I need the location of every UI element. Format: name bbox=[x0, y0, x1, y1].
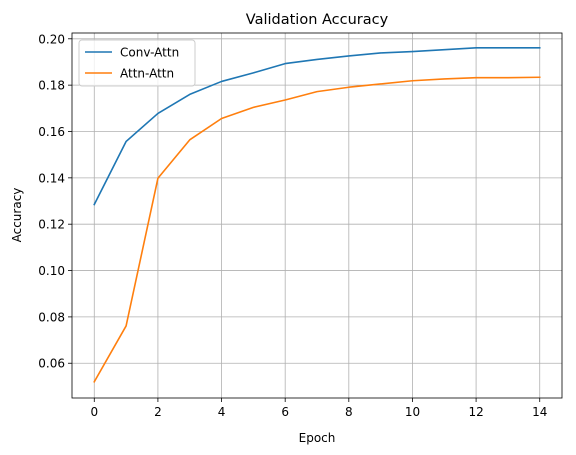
series-layer bbox=[93, 47, 541, 383]
x-tick-label: 6 bbox=[281, 405, 289, 419]
y-tick-label: 0.16 bbox=[38, 125, 65, 139]
y-tick-label: 0.20 bbox=[38, 32, 65, 46]
x-tick-label: 0 bbox=[90, 405, 98, 419]
legend-label: Attn-Attn bbox=[120, 67, 174, 81]
x-axis-label: Epoch bbox=[299, 431, 336, 445]
x-tick-label: 2 bbox=[154, 405, 162, 419]
y-axis: 0.06 0.08 0.10 0.12 0.14 0.16 0.18 0.20 bbox=[38, 32, 72, 371]
x-tick-label: 8 bbox=[345, 405, 353, 419]
legend: Conv-Attn Attn-Attn bbox=[78, 39, 196, 87]
x-tick-label: 12 bbox=[468, 405, 483, 419]
legend-label: Conv-Attn bbox=[120, 46, 179, 60]
y-tick-label: 0.18 bbox=[38, 79, 65, 93]
x-tick-label: 14 bbox=[532, 405, 547, 419]
y-tick-label: 0.14 bbox=[38, 171, 65, 185]
chart-title: Validation Accuracy bbox=[246, 12, 389, 28]
x-axis: 0 2 4 6 8 10 12 14 bbox=[90, 398, 547, 419]
y-tick-label: 0.12 bbox=[38, 218, 65, 232]
y-tick-label: 0.06 bbox=[38, 357, 65, 371]
x-tick-label: 4 bbox=[218, 405, 226, 419]
y-axis-label: Accuracy bbox=[10, 188, 24, 243]
series-line-attn-attn bbox=[93, 76, 541, 383]
y-tick-label: 0.10 bbox=[38, 264, 65, 278]
plot-frame bbox=[71, 32, 563, 399]
grid bbox=[72, 33, 562, 398]
x-tick-label: 10 bbox=[405, 405, 420, 419]
y-tick-label: 0.08 bbox=[38, 310, 65, 324]
